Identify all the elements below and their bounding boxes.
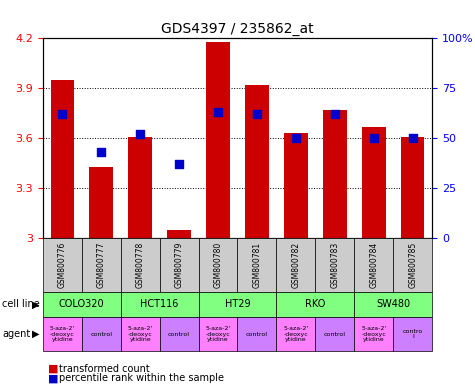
Text: GSM800784: GSM800784 (370, 242, 378, 288)
Point (292, 135, 300, 141)
Text: contro
l: contro l (403, 329, 423, 339)
Point (175, 161, 183, 167)
Text: agent: agent (2, 329, 30, 339)
Bar (323, 110, 347, 238)
Text: RKO: RKO (305, 299, 325, 310)
Point (253, 111, 261, 118)
Text: control: control (324, 331, 346, 337)
Bar (362, 127, 386, 238)
Text: ▶: ▶ (32, 299, 39, 310)
Point (58, 111, 66, 118)
Text: 5-aza-2'
-deoxyc
ytidine: 5-aza-2' -deoxyc ytidine (361, 326, 387, 343)
Bar (401, 137, 425, 238)
Text: 5-aza-2'
-deoxyc
ytidine: 5-aza-2' -deoxyc ytidine (283, 326, 309, 343)
Text: GSM800779: GSM800779 (175, 242, 183, 288)
Bar (50, 80, 74, 238)
Bar (245, 85, 269, 238)
Text: GSM800777: GSM800777 (97, 242, 105, 288)
Text: control: control (90, 331, 112, 337)
Text: ■: ■ (48, 364, 58, 374)
Bar (89, 167, 113, 238)
Text: 5-aza-2'
-deoxyc
ytidine: 5-aza-2' -deoxyc ytidine (205, 326, 231, 343)
Text: GSM800780: GSM800780 (214, 242, 222, 288)
Text: HT29: HT29 (225, 299, 250, 310)
Text: GSM800785: GSM800785 (408, 242, 417, 288)
Point (97, 149, 105, 155)
Title: GDS4397 / 235862_at: GDS4397 / 235862_at (161, 22, 314, 36)
Text: GSM800781: GSM800781 (253, 242, 261, 288)
Text: percentile rank within the sample: percentile rank within the sample (59, 373, 224, 383)
Text: control: control (246, 331, 268, 337)
Point (409, 135, 417, 141)
Text: GSM800782: GSM800782 (292, 242, 300, 288)
Text: ■: ■ (48, 373, 58, 383)
Text: SW480: SW480 (376, 299, 410, 310)
Text: cell line: cell line (2, 299, 40, 310)
Bar (284, 133, 308, 238)
Point (136, 131, 144, 137)
Text: ▶: ▶ (32, 329, 39, 339)
Text: COLO320: COLO320 (59, 299, 104, 310)
Text: GSM800783: GSM800783 (331, 242, 339, 288)
Text: 5-aza-2'
-deoxyc
ytidine: 5-aza-2' -deoxyc ytidine (49, 326, 75, 343)
Text: HCT116: HCT116 (141, 299, 179, 310)
Text: GSM800778: GSM800778 (136, 242, 144, 288)
Text: 5-aza-2'
-deoxyc
ytidine: 5-aza-2' -deoxyc ytidine (127, 326, 153, 343)
Text: control: control (168, 331, 190, 337)
Bar (128, 137, 152, 238)
Point (214, 109, 222, 115)
Text: transformed count: transformed count (59, 364, 150, 374)
Point (370, 135, 378, 141)
Bar (167, 230, 191, 238)
Bar (206, 42, 230, 238)
Text: GSM800776: GSM800776 (58, 242, 66, 288)
Point (331, 111, 339, 118)
